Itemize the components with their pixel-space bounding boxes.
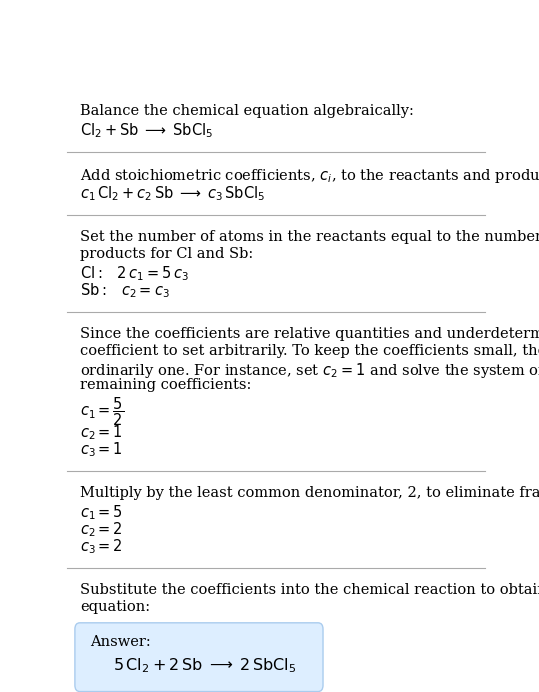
Text: Balance the chemical equation algebraically:: Balance the chemical equation algebraica… xyxy=(80,104,414,118)
Text: $\mathrm{Cl{:}}\;\;\; 2\,c_1 = 5\,c_3$: $\mathrm{Cl{:}}\;\;\; 2\,c_1 = 5\,c_3$ xyxy=(80,264,189,283)
Text: $\mathrm{Cl_2 + Sb \;\longrightarrow\; SbCl_5}$: $\mathrm{Cl_2 + Sb \;\longrightarrow\; S… xyxy=(80,121,213,140)
Text: $c_3 = 1$: $c_3 = 1$ xyxy=(80,440,123,459)
Text: $\mathrm{Sb{:}}\;\;\; c_2 = c_3$: $\mathrm{Sb{:}}\;\;\; c_2 = c_3$ xyxy=(80,281,170,300)
Text: equation:: equation: xyxy=(80,600,150,614)
Text: $c_2 = 2$: $c_2 = 2$ xyxy=(80,520,123,538)
Text: $c_2 = 1$: $c_2 = 1$ xyxy=(80,423,123,441)
Text: $5\,\mathrm{Cl_2} + 2\,\mathrm{Sb} \;\longrightarrow\; 2\,\mathrm{SbCl_5}$: $5\,\mathrm{Cl_2} + 2\,\mathrm{Sb} \;\lo… xyxy=(113,656,297,675)
Text: products for Cl and Sb:: products for Cl and Sb: xyxy=(80,247,253,261)
Text: $c_1\,\mathrm{Cl_2} + c_2\,\mathrm{Sb} \;\longrightarrow\; c_3\,\mathrm{SbCl_5}$: $c_1\,\mathrm{Cl_2} + c_2\,\mathrm{Sb} \… xyxy=(80,184,265,203)
Text: ordinarily one. For instance, set $c_2 = 1$ and solve the system of equations fo: ordinarily one. For instance, set $c_2 =… xyxy=(80,361,539,380)
Text: remaining coefficients:: remaining coefficients: xyxy=(80,379,251,392)
Text: coefficient to set arbitrarily. To keep the coefficients small, the arbitrary va: coefficient to set arbitrarily. To keep … xyxy=(80,344,539,358)
FancyBboxPatch shape xyxy=(75,623,323,691)
Text: $c_3 = 2$: $c_3 = 2$ xyxy=(80,537,123,556)
Text: $c_1 = 5$: $c_1 = 5$ xyxy=(80,503,123,522)
Text: Set the number of atoms in the reactants equal to the number of atoms in the: Set the number of atoms in the reactants… xyxy=(80,230,539,244)
Text: Substitute the coefficients into the chemical reaction to obtain the balanced: Substitute the coefficients into the che… xyxy=(80,583,539,597)
Text: Add stoichiometric coefficients, $c_i$, to the reactants and products:: Add stoichiometric coefficients, $c_i$, … xyxy=(80,167,539,185)
Text: $c_1 = \dfrac{5}{2}$: $c_1 = \dfrac{5}{2}$ xyxy=(80,395,124,428)
Text: Since the coefficients are relative quantities and underdetermined, choose a: Since the coefficients are relative quan… xyxy=(80,327,539,341)
Text: Multiply by the least common denominator, 2, to eliminate fractional coefficient: Multiply by the least common denominator… xyxy=(80,486,539,500)
Text: Answer:: Answer: xyxy=(91,635,151,648)
